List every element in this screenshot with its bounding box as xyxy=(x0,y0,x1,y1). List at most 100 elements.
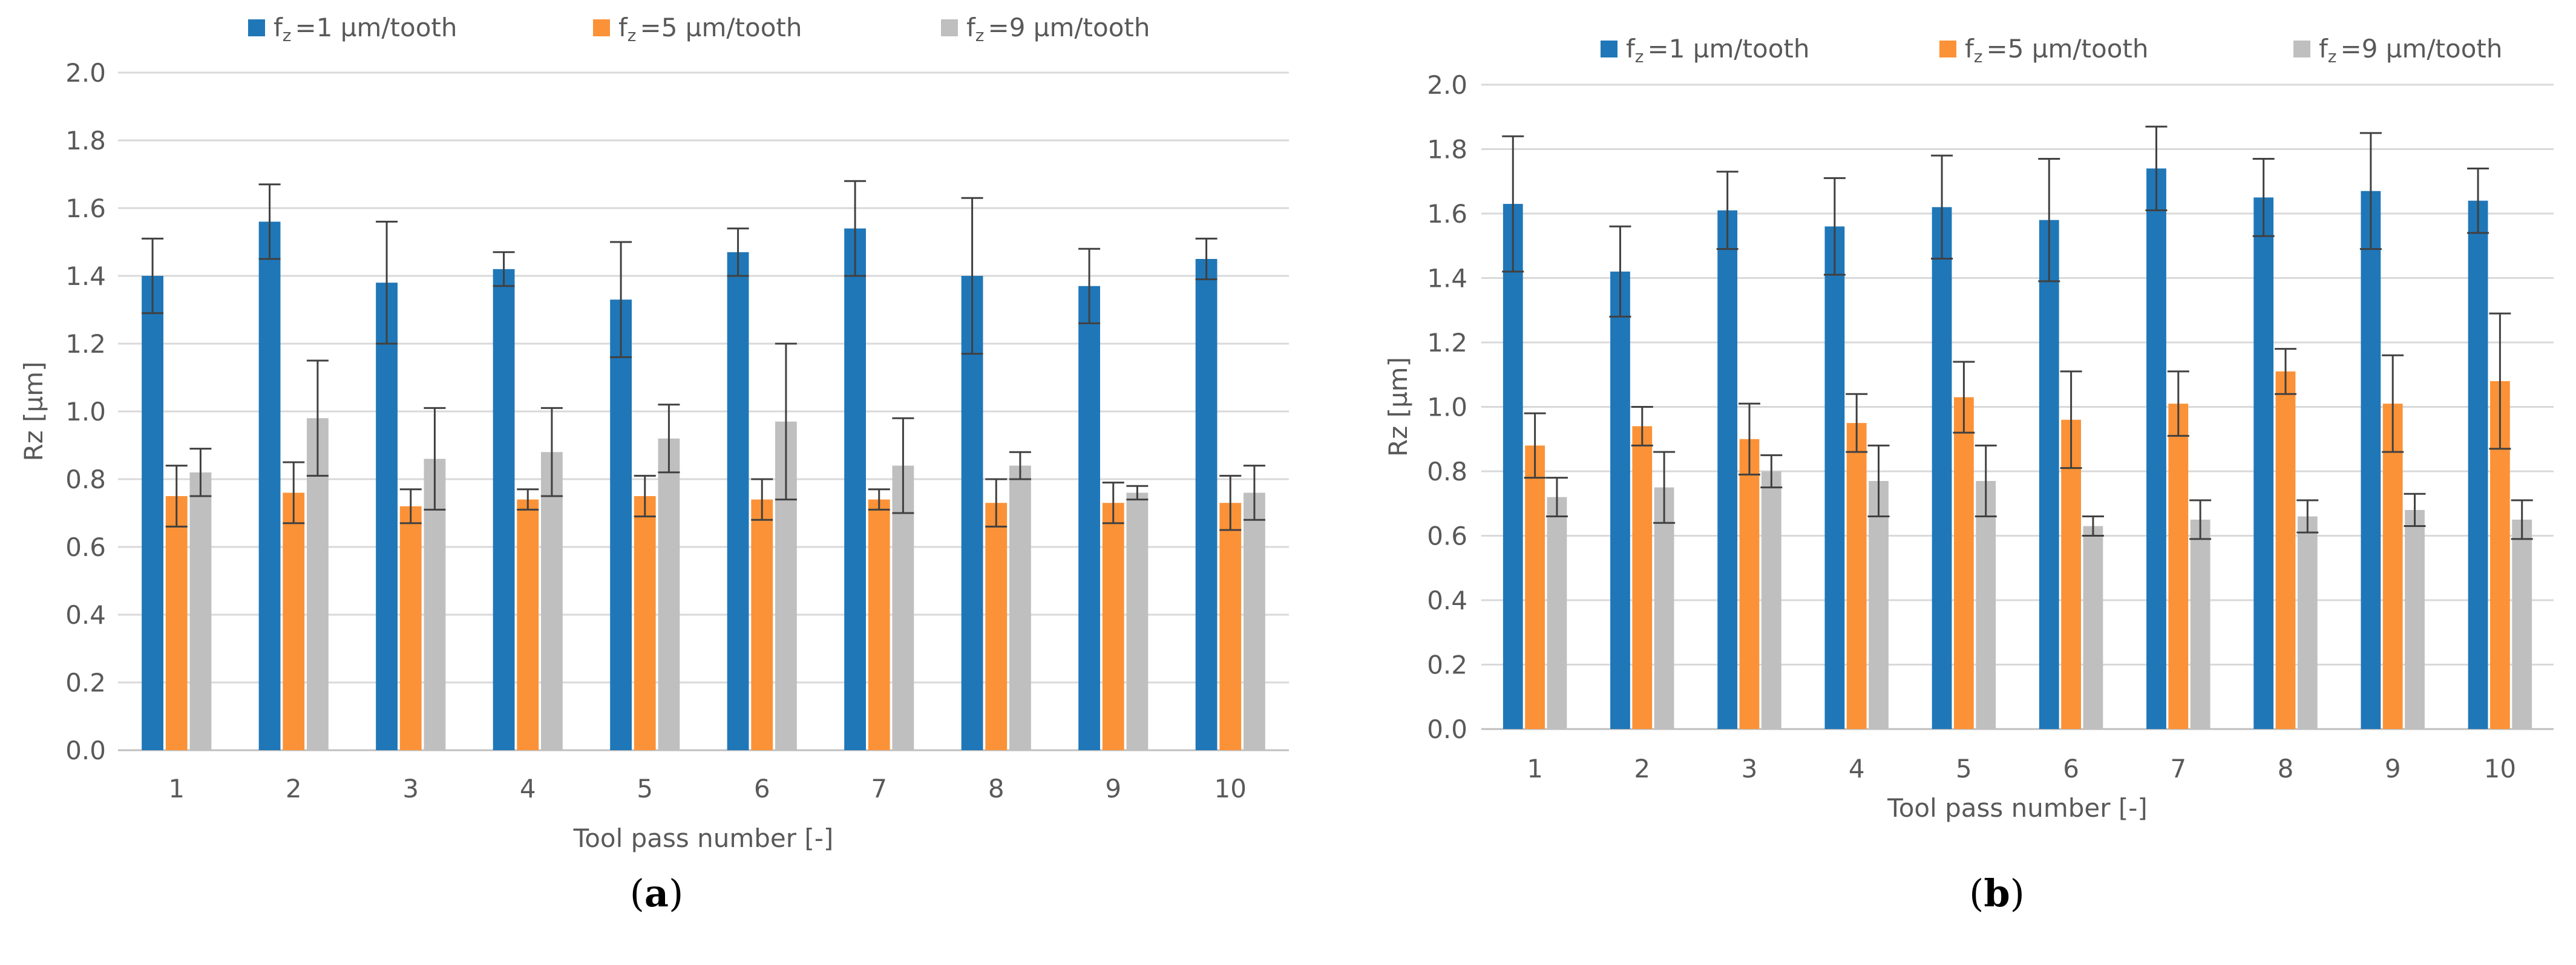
legend-entry-1: fz =1 µm/tooth xyxy=(1601,34,1810,67)
x-tick-label: 3 xyxy=(402,774,419,803)
bar-series1-pass-1 xyxy=(1503,204,1523,729)
x-tick-label: 2 xyxy=(286,774,302,803)
x-tick-label: 7 xyxy=(871,774,887,803)
bar-series2-pass-7 xyxy=(868,499,890,750)
y-tick-label: 1.0 xyxy=(1427,393,1467,422)
x-tick-label: 9 xyxy=(1105,774,1121,803)
y-tick-label: 1.2 xyxy=(65,329,106,359)
bar-series1-pass-1 xyxy=(142,276,163,750)
y-tick-label: 0.4 xyxy=(1427,586,1467,615)
chart-a: 0.0 0.2 0.4 0.6 0.8 1.0 1.2 1.4 1.6 1.8 2.0 Rz [µm]… xyxy=(19,13,1289,853)
bar-series1-pass-10 xyxy=(2468,200,2488,729)
x-tick-label: 4 xyxy=(1849,754,1865,783)
x-tick-label: 4 xyxy=(520,774,536,803)
bar-series3-pass-4 xyxy=(541,452,563,750)
bar-series1-pass-8 xyxy=(961,276,983,750)
y-tick-label: 1.0 xyxy=(65,397,106,427)
y-tick-label: 0.0 xyxy=(1427,715,1467,744)
legend-label: fz =1 µm/tooth xyxy=(1626,34,1810,67)
bar-series2-pass-6 xyxy=(751,499,773,750)
bar-series2-pass-10 xyxy=(1219,503,1242,750)
bar-series1-pass-6 xyxy=(2039,220,2059,729)
x-tick-label: 2 xyxy=(1634,754,1650,783)
bar-series1-pass-7 xyxy=(2146,168,2166,729)
y-axis-label: Rz [µm] xyxy=(1383,357,1413,457)
bar-series1-pass-5 xyxy=(1932,207,1952,730)
legend-entry-1: fz =1 µm/tooth xyxy=(248,13,457,45)
legend-swatch xyxy=(1939,41,1956,57)
y-tick-label: 0.6 xyxy=(1427,522,1467,551)
bar-series2-pass-1 xyxy=(1525,445,1545,729)
bar-series3-pass-1 xyxy=(189,472,212,750)
bar-series3-pass-3 xyxy=(1761,471,1781,729)
legend-label: fz =1 µm/tooth xyxy=(274,13,457,45)
x-axis-label: Tool pass number [-] xyxy=(1887,793,2148,823)
x-axis-label: Tool pass number [-] xyxy=(573,823,834,853)
x-tick-label: 1 xyxy=(1527,754,1543,783)
y-tick-label: 1.8 xyxy=(1427,135,1467,165)
bar-series1-pass-5 xyxy=(610,299,632,750)
bar-series3-pass-6 xyxy=(2083,526,2103,729)
bar-series1-pass-7 xyxy=(844,228,866,751)
panel-label-a: (a) xyxy=(629,871,684,915)
y-tick-label: 1.6 xyxy=(65,194,106,223)
bar-series1-pass-8 xyxy=(2253,197,2274,729)
bar-series2-pass-5 xyxy=(1954,397,1974,729)
x-tick-label: 10 xyxy=(1214,774,1247,803)
y-tick-label: 1.4 xyxy=(65,261,106,291)
bar-series1-pass-3 xyxy=(1717,210,1738,729)
bar-series1-pass-3 xyxy=(376,283,398,750)
bar-series3-pass-5 xyxy=(658,438,680,750)
bar-series2-pass-4 xyxy=(1846,423,1867,729)
bar-series3-pass-8 xyxy=(2297,516,2318,729)
bar-series2-pass-9 xyxy=(1102,503,1124,750)
chart-b: 0.0 0.2 0.4 0.6 0.8 1.0 1.2 1.4 1.6 1.8 2.0 Rz [µm]… xyxy=(1383,34,2554,823)
y-tick-label: 2.0 xyxy=(1427,70,1467,100)
x-tick-label: 6 xyxy=(2063,754,2079,783)
x-tick-label: 6 xyxy=(754,774,770,803)
y-tick-label: 0.6 xyxy=(65,532,106,562)
bar-series1-pass-6 xyxy=(727,252,749,750)
bar-series2-pass-2 xyxy=(283,492,305,750)
bar-series3-pass-2 xyxy=(1654,487,1674,729)
x-tick-label: 7 xyxy=(2170,754,2186,783)
y-tick-label: 1.4 xyxy=(1427,264,1467,293)
y-tick-label: 2.0 xyxy=(65,58,106,88)
y-tick-label: 0.8 xyxy=(65,465,106,494)
x-tick-label: 5 xyxy=(1956,754,1972,783)
y-tick-label: 1.2 xyxy=(1427,328,1467,358)
bar-series3-pass-8 xyxy=(1009,465,1031,750)
legend-swatch xyxy=(248,19,265,36)
bar-series2-pass-8 xyxy=(2275,371,2296,729)
bar-series3-pass-1 xyxy=(1547,497,1567,729)
bar-series3-pass-9 xyxy=(1126,492,1149,750)
legend-entry-3: fz =9 µm/tooth xyxy=(2293,34,2503,67)
bar-series3-pass-7 xyxy=(2190,519,2211,729)
bar-series1-pass-4 xyxy=(493,269,515,750)
x-tick-label: 1 xyxy=(168,774,185,803)
legend-label: fz =5 µm/tooth xyxy=(1965,34,2149,67)
legend-swatch xyxy=(941,19,958,36)
bar-series3-pass-10 xyxy=(1244,492,1265,750)
bar-series1-pass-2 xyxy=(258,221,281,750)
bar-series2-pass-8 xyxy=(985,503,1008,750)
y-tick-label: 0.8 xyxy=(1427,457,1467,486)
bar-series2-pass-9 xyxy=(2382,404,2403,729)
legend-entry-2: fz =5 µm/tooth xyxy=(1939,34,2149,67)
legend-label: fz =9 µm/tooth xyxy=(2319,34,2503,67)
x-tick-label: 8 xyxy=(2278,754,2294,783)
x-tick-label: 5 xyxy=(637,774,653,803)
bar-series3-pass-9 xyxy=(2405,509,2425,729)
x-tick-label: 9 xyxy=(2385,754,2401,783)
legend-entry-2: fz =5 µm/tooth xyxy=(593,13,802,45)
x-tick-label: 8 xyxy=(988,774,1005,803)
bar-series2-pass-5 xyxy=(634,496,656,750)
bar-series3-pass-5 xyxy=(1976,480,1996,729)
y-tick-label: 1.8 xyxy=(65,126,106,155)
y-tick-label: 0.4 xyxy=(65,600,106,630)
legend-entry-3: fz =9 µm/tooth xyxy=(941,13,1150,45)
bar-series1-pass-2 xyxy=(1610,271,1630,730)
bar-series1-pass-9 xyxy=(2361,191,2381,730)
